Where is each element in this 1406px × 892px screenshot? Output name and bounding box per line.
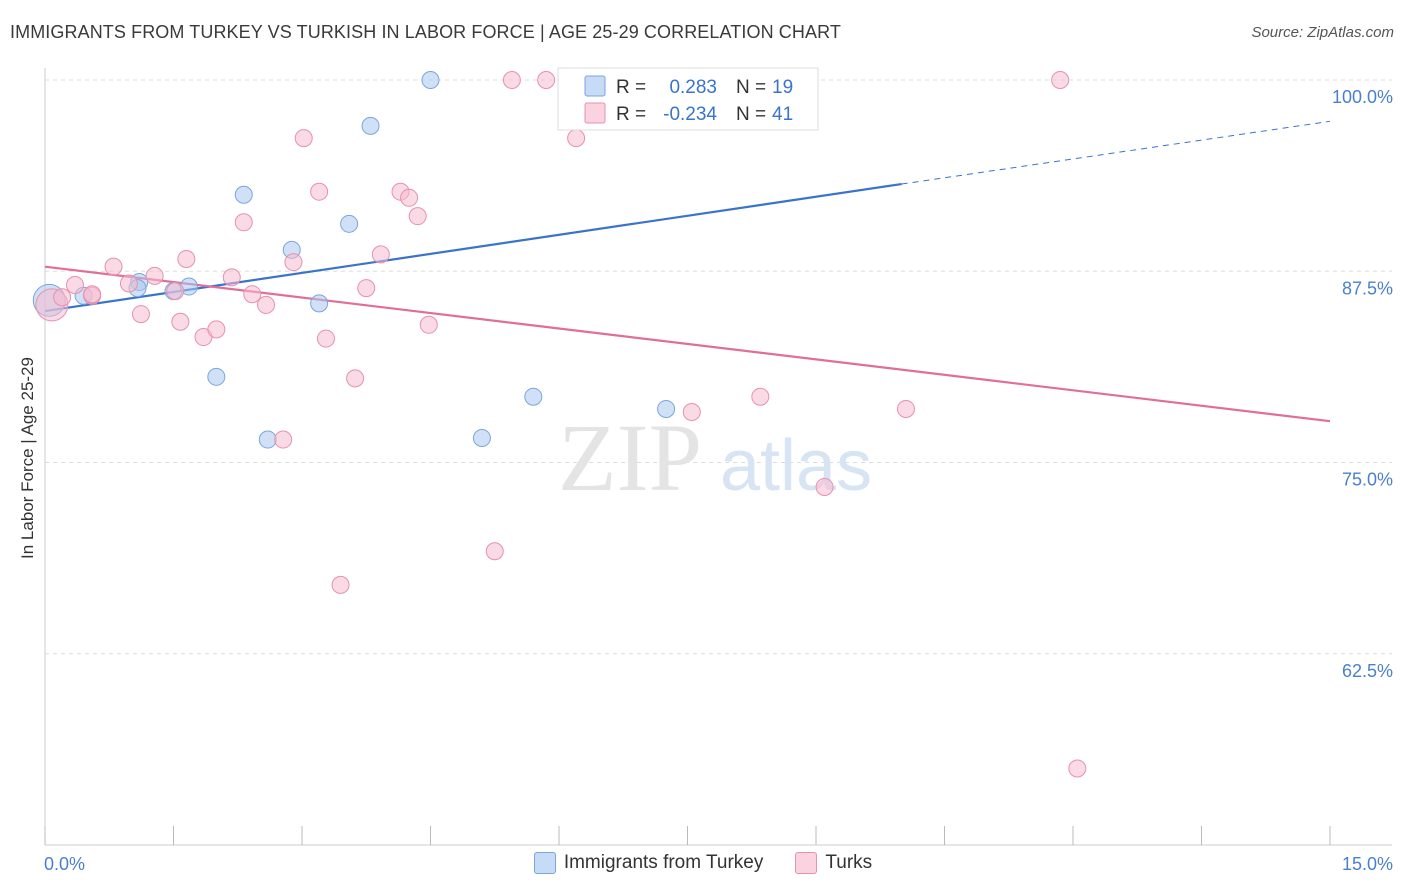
point-turks-21 — [316, 329, 335, 348]
point-turks-10 — [177, 250, 196, 269]
point-turks-16 — [257, 295, 276, 314]
point-immigrants-7 — [234, 185, 253, 204]
point-turks-25 — [371, 245, 390, 264]
point-turks-7 — [145, 266, 164, 285]
point-turks-2 — [65, 276, 84, 295]
axes — [44, 68, 1392, 846]
x-tick-label-max: 15.0% — [1342, 854, 1393, 874]
point-turks-22 — [331, 575, 350, 594]
source-label: Source: ZipAtlas.com — [1251, 24, 1394, 41]
chart-title: IMMIGRANTS FROM TURKEY VS TURKISH IN LAB… — [10, 22, 841, 42]
watermark-atlas: atlas — [720, 426, 872, 506]
point-turks-6 — [131, 305, 150, 324]
y-axis-label: In Labor Force | Age 25-29 — [18, 357, 37, 559]
point-immigrants-14 — [524, 387, 543, 406]
point-turks-35 — [751, 387, 770, 406]
point-turks-39 — [1068, 759, 1087, 778]
trend-line-immigrants-extension — [901, 120, 1331, 185]
point-turks-8 — [166, 282, 185, 301]
legend-swatch-turks — [795, 852, 818, 874]
point-turks-36 — [815, 477, 834, 496]
point-turks-15 — [243, 285, 262, 304]
point-turks-33 — [567, 129, 586, 148]
point-immigrants-6 — [207, 367, 226, 386]
legend-item-immigrants: Immigrants from Turkey — [533, 852, 764, 874]
point-turks-23 — [346, 369, 365, 388]
point-turks-37 — [896, 399, 915, 418]
data-points — [32, 71, 1087, 778]
y-tick-label-1: 87.5% — [1342, 278, 1393, 298]
grid-lines — [45, 79, 1392, 655]
legend-label-immigrants: Immigrants from Turkey — [563, 852, 764, 873]
point-turks-13 — [222, 268, 241, 287]
point-turks-9 — [171, 312, 190, 331]
stats-r-value-turks: -0.234 — [663, 104, 717, 125]
tick-labels: 100.0% 87.5% 75.0% 62.5% 0.0% 15.0% — [44, 87, 1393, 874]
point-turks-34 — [682, 403, 701, 422]
stats-n-label-turks: N = — [736, 104, 766, 125]
stats-r-label-immigrants: R = — [616, 77, 646, 98]
stats-n-value-turks: 41 — [772, 104, 793, 125]
legend-item-turks: Turks — [795, 852, 872, 874]
series-legend: Immigrants from Turkey Turks — [0, 852, 1406, 874]
point-turks-1 — [53, 288, 72, 307]
x-tick-label-min: 0.0% — [44, 854, 85, 874]
y-tick-label-0: 100.0% — [1332, 87, 1393, 107]
point-turks-19 — [294, 129, 313, 148]
point-immigrants-11 — [340, 214, 359, 233]
point-turks-5 — [119, 274, 138, 293]
legend-label-turks: Turks — [825, 852, 873, 873]
stats-swatch-immigrants — [584, 75, 606, 97]
point-turks-29 — [419, 315, 438, 334]
point-immigrants-10 — [310, 294, 329, 313]
point-turks-27 — [400, 188, 419, 207]
point-turks-18 — [284, 253, 303, 272]
point-immigrants-16 — [657, 399, 676, 418]
point-turks-38 — [1051, 71, 1070, 89]
point-turks-4 — [104, 257, 123, 276]
point-immigrants-12 — [361, 116, 380, 135]
y-tick-label-2: 75.0% — [1342, 470, 1393, 490]
point-turks-32 — [537, 71, 556, 89]
trend-line-turks — [44, 265, 1331, 423]
point-turks-20 — [310, 182, 329, 201]
point-immigrants-8 — [258, 430, 277, 449]
point-immigrants-13 — [421, 71, 440, 89]
point-turks-30 — [485, 542, 504, 561]
point-turks-40 — [83, 285, 102, 304]
point-turks-14 — [234, 213, 253, 232]
point-turks-17 — [274, 430, 293, 449]
stats-swatch-turks — [584, 102, 606, 124]
point-turks-12 — [207, 320, 226, 339]
y-tick-label-3: 62.5% — [1342, 661, 1393, 681]
legend-swatch-immigrants — [533, 852, 556, 874]
point-immigrants-15 — [472, 429, 491, 448]
point-turks-24 — [357, 279, 376, 298]
stats-r-label-turks: R = — [616, 104, 646, 125]
stats-legend-box: R = 0.283 N = 19 R = -0.234 N = 41 — [557, 67, 819, 131]
watermark: ZIP atlas — [558, 404, 872, 511]
stats-r-value-immigrants: 0.283 — [669, 77, 717, 98]
point-turks-28 — [408, 207, 427, 226]
point-turks-31 — [502, 71, 521, 89]
watermark-zip: ZIP — [558, 404, 702, 511]
stats-n-value-immigrants: 19 — [772, 77, 793, 98]
stats-n-label-immigrants: N = — [736, 77, 766, 98]
